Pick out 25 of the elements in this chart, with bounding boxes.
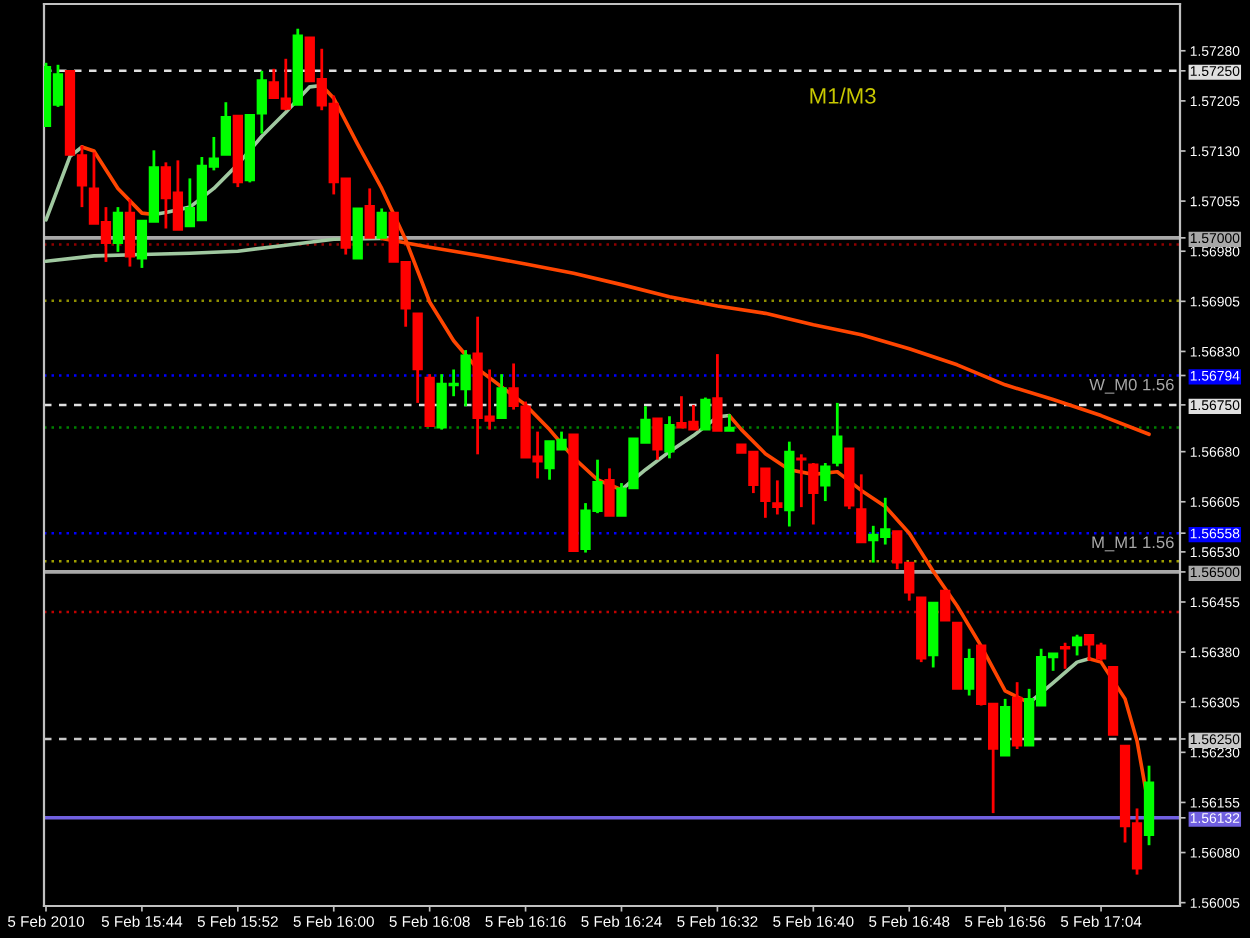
candlestick <box>712 352 723 433</box>
candlestick <box>856 472 867 544</box>
candlestick <box>112 205 124 254</box>
candlestick <box>1059 641 1071 671</box>
ref-line-label: W_M0 1.56 <box>1089 378 1174 394</box>
candlestick <box>832 401 843 468</box>
candlestick <box>772 479 783 516</box>
candlestick <box>940 589 951 622</box>
candlestick <box>496 372 507 420</box>
candlestick <box>700 396 711 431</box>
candlestick <box>964 647 975 697</box>
candlestick <box>124 197 136 268</box>
candlestick <box>796 452 807 509</box>
ref-line-label: M_M1 1.56 <box>1092 536 1174 552</box>
candlestick <box>604 466 615 518</box>
candlestick <box>1071 633 1083 657</box>
candlestick <box>820 461 831 503</box>
candlestick <box>376 207 387 240</box>
candlestick <box>664 414 675 460</box>
candlestick <box>220 100 231 157</box>
candlestick <box>364 187 375 240</box>
candlestick <box>808 461 819 526</box>
candlestick <box>256 69 267 136</box>
annotation: M1/M3 <box>810 87 876 104</box>
candlestick <box>652 416 663 462</box>
